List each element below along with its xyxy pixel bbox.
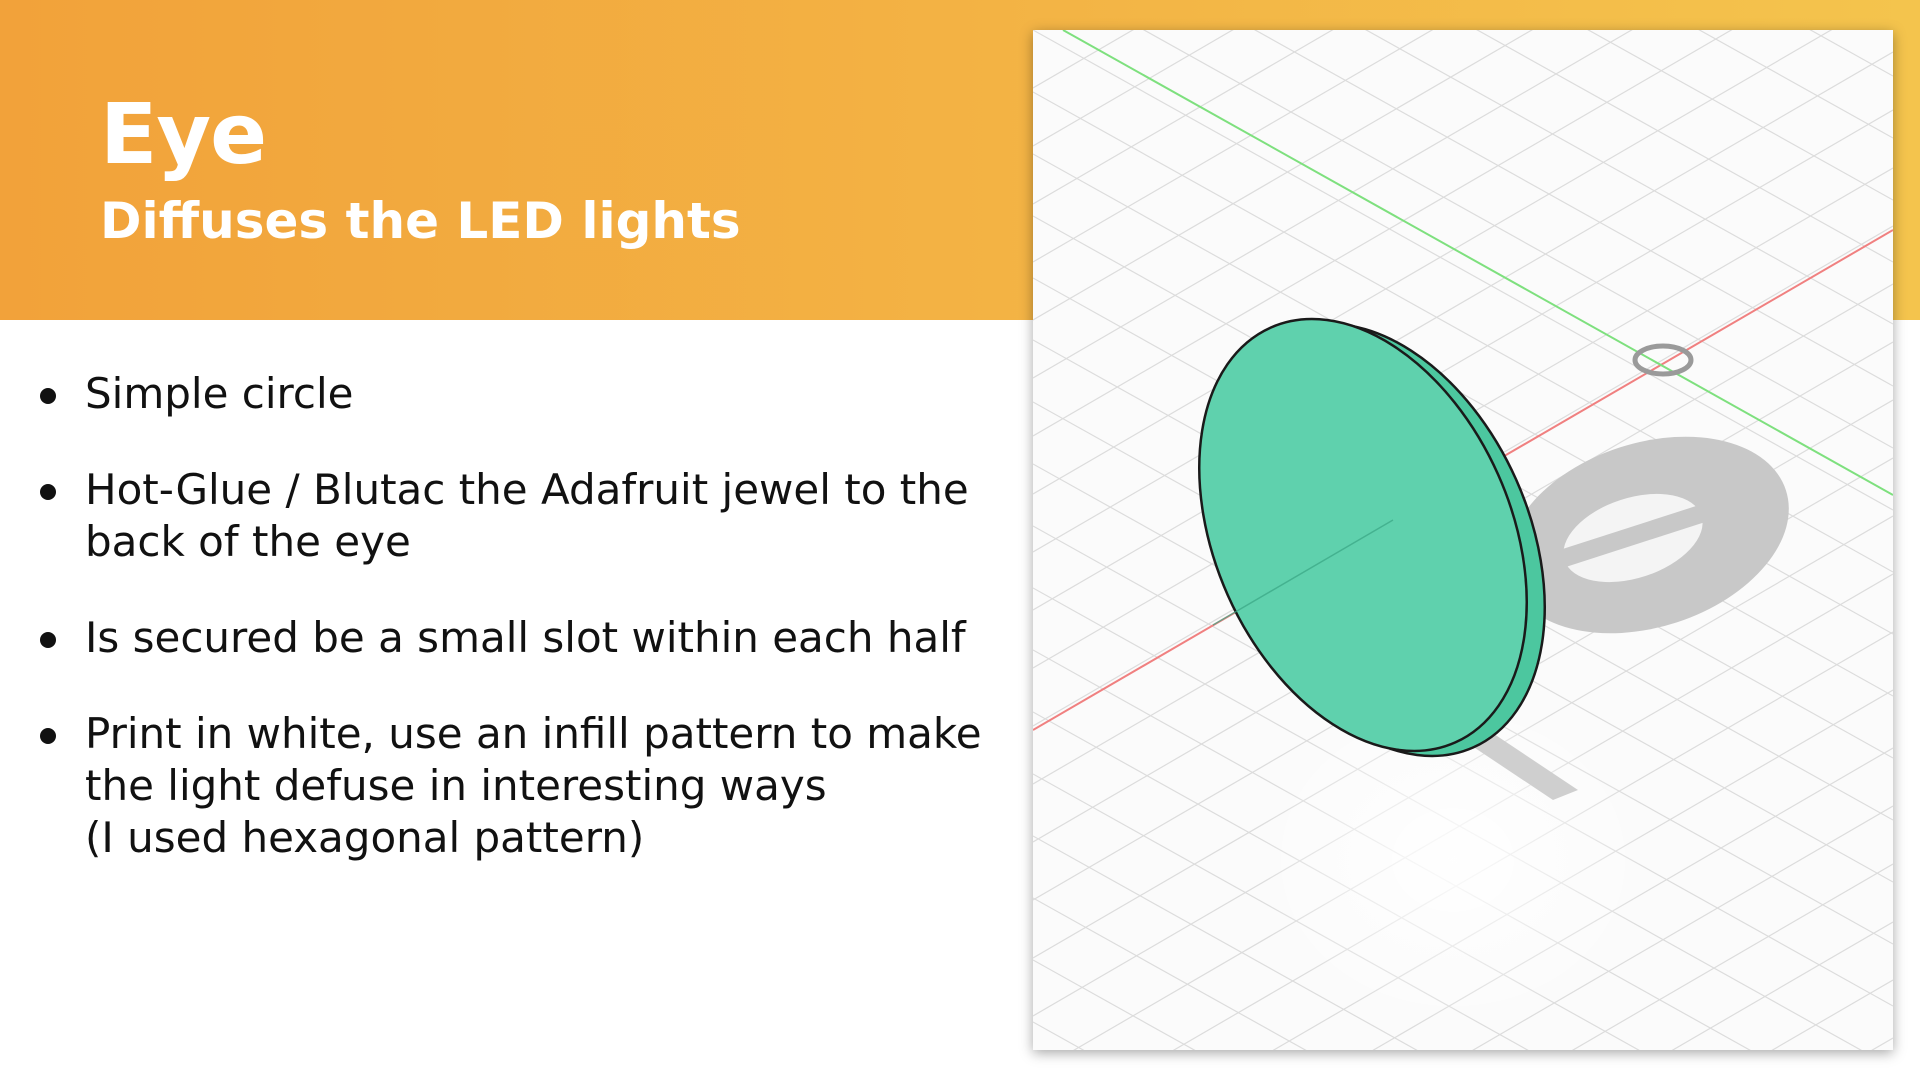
bullet-text: Simple circle — [85, 368, 1000, 420]
bullet-text: the light defuse in interesting ways — [85, 760, 1000, 812]
bullet-text: (I used hexagonal pattern) — [85, 812, 1000, 864]
bullet-text: Hot-Glue / Blutac the Adafruit jewel to … — [85, 464, 1000, 516]
bullet-dot-icon — [40, 388, 56, 404]
bullet-dot-icon — [40, 728, 56, 744]
bullet-item: Simple circle — [40, 368, 1000, 420]
slide-subtitle: Diffuses the LED lights — [100, 196, 741, 246]
bullet-dot-icon — [40, 632, 56, 648]
bullet-text: Is secured be a small slot within each h… — [85, 612, 1000, 664]
bullet-list: Simple circle Hot-Glue / Blutac the Adaf… — [40, 368, 1000, 908]
bullet-item: Hot-Glue / Blutac the Adafruit jewel to … — [40, 464, 1000, 568]
bullet-item: Print in white, use an infill pattern to… — [40, 708, 1000, 864]
cad-scene — [1033, 30, 1893, 1050]
bullet-dot-icon — [40, 484, 56, 500]
bullet-text: Print in white, use an infill pattern to… — [85, 708, 1000, 760]
cad-viewport-image — [1033, 30, 1893, 1050]
slide-title: Eye — [100, 92, 266, 176]
bullet-item: Is secured be a small slot within each h… — [40, 612, 1000, 664]
bullet-text: back of the eye — [85, 516, 1000, 568]
